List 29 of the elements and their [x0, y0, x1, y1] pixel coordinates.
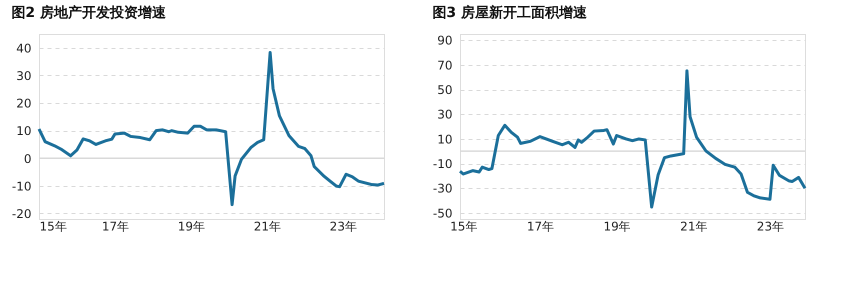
chart-title: 图2 房地产开发投资增速: [11, 4, 168, 21]
y-tick-label: -30: [432, 182, 452, 196]
y-tick-label: 20: [16, 96, 32, 111]
x-tick-label: 19年: [178, 220, 206, 234]
y-tick-label: 10: [437, 132, 452, 146]
x-tick-label: 17年: [102, 220, 130, 234]
y-tick-label: -10: [432, 157, 452, 171]
line-series: [38, 51, 386, 206]
y-tick-label: -50: [432, 206, 452, 220]
x-tick-label: 15年: [450, 220, 478, 234]
y-tick-label: 50: [437, 83, 452, 97]
x-tick-label: 15年: [40, 220, 67, 234]
x-tick-label: 23年: [756, 220, 784, 234]
y-tick-label: 40: [16, 41, 32, 56]
y-tick-label: -20: [12, 206, 32, 221]
y-tick-label: 70: [437, 58, 452, 72]
y-tick-label: -10: [12, 179, 32, 194]
y-tick-label: 30: [437, 108, 452, 122]
y-tick-label: 0: [24, 152, 32, 166]
y-tick-label: 30: [16, 68, 32, 83]
y-tick-label: 90: [437, 34, 452, 48]
line-series: [458, 69, 806, 209]
x-tick-label: 23年: [330, 220, 357, 234]
x-tick-label: 19年: [603, 220, 631, 234]
chart-title: 图3 房屋新开工面积增速: [432, 4, 588, 21]
x-tick-label: 21年: [254, 220, 282, 234]
y-tick-label: 10: [16, 124, 32, 138]
x-tick-label: 17年: [526, 220, 554, 234]
x-tick-label: 21年: [680, 220, 708, 234]
